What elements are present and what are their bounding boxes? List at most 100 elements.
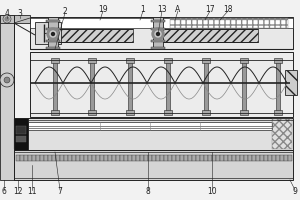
Bar	[276, 60, 280, 113]
Bar	[72, 155, 76, 161]
Text: 12: 12	[13, 188, 23, 196]
Bar	[280, 155, 284, 161]
Circle shape	[52, 32, 55, 36]
Bar	[46, 47, 60, 49]
Text: 10: 10	[207, 188, 217, 196]
Bar	[180, 155, 184, 161]
Bar	[202, 58, 210, 63]
Text: 11: 11	[27, 188, 37, 196]
Bar	[88, 58, 96, 63]
Bar	[268, 155, 272, 161]
Circle shape	[152, 28, 164, 40]
Text: 19: 19	[98, 4, 108, 14]
Bar	[14, 150, 293, 180]
Bar	[166, 60, 170, 113]
Circle shape	[157, 32, 160, 36]
Bar	[53, 29, 133, 42]
Bar	[56, 155, 60, 161]
Bar	[176, 155, 180, 161]
Bar	[68, 155, 72, 161]
Bar	[30, 52, 293, 117]
Bar	[156, 155, 160, 161]
Bar	[151, 40, 165, 42]
Bar	[16, 136, 26, 142]
Bar	[36, 155, 40, 161]
Bar	[51, 58, 59, 63]
Bar	[51, 110, 59, 115]
Bar	[164, 58, 172, 63]
Bar	[188, 155, 192, 161]
Circle shape	[47, 28, 59, 40]
Bar	[240, 110, 248, 115]
Text: 9: 9	[292, 188, 297, 196]
Bar	[64, 155, 68, 161]
Bar	[84, 155, 88, 161]
Text: 7: 7	[58, 188, 62, 196]
Bar	[60, 155, 64, 161]
Bar	[272, 119, 292, 149]
Bar	[128, 60, 132, 113]
Bar	[260, 155, 264, 161]
Bar	[196, 155, 200, 161]
Bar	[96, 155, 100, 161]
Bar	[35, 22, 61, 44]
Text: A: A	[176, 4, 181, 14]
Bar	[240, 155, 244, 161]
Bar	[90, 60, 94, 113]
Bar	[220, 155, 224, 161]
Bar	[126, 58, 134, 63]
Bar	[88, 155, 92, 161]
Bar	[276, 155, 280, 161]
Bar	[48, 17, 58, 49]
Bar	[16, 155, 20, 161]
Bar	[172, 155, 176, 161]
Bar	[40, 155, 44, 161]
Text: 2: 2	[63, 6, 68, 16]
Bar	[284, 155, 288, 161]
Bar	[30, 18, 293, 28]
Bar	[248, 155, 252, 161]
Text: 17: 17	[205, 4, 215, 14]
Bar	[80, 155, 84, 161]
Text: 4: 4	[4, 9, 9, 19]
Bar	[274, 58, 282, 63]
Bar	[153, 17, 163, 49]
Bar	[170, 18, 288, 28]
Bar	[202, 110, 210, 115]
Bar	[164, 110, 172, 115]
Bar	[116, 155, 120, 161]
Bar	[0, 15, 30, 23]
Bar	[200, 155, 204, 161]
Bar	[14, 118, 293, 150]
Bar	[244, 155, 248, 161]
Bar	[28, 122, 272, 130]
Bar	[288, 155, 292, 161]
Bar	[32, 155, 36, 161]
Bar	[140, 155, 144, 161]
Bar	[151, 47, 165, 49]
Bar	[240, 58, 248, 63]
Bar	[228, 155, 232, 161]
Bar	[232, 155, 236, 161]
Bar	[208, 155, 212, 161]
Bar	[168, 155, 172, 161]
Bar	[46, 40, 60, 42]
Bar	[192, 155, 196, 161]
Bar	[128, 155, 132, 161]
Bar	[112, 155, 116, 161]
Bar	[14, 119, 28, 149]
Bar	[264, 155, 268, 161]
Bar	[242, 60, 246, 113]
Bar	[274, 110, 282, 115]
Bar	[132, 155, 136, 161]
Bar	[46, 28, 60, 30]
Bar	[236, 155, 240, 161]
Bar	[120, 155, 124, 161]
Bar	[92, 155, 96, 161]
Bar	[158, 29, 258, 42]
Bar	[28, 155, 32, 161]
Bar	[44, 155, 48, 161]
Text: 13: 13	[157, 4, 167, 14]
Circle shape	[3, 15, 11, 23]
Bar	[46, 20, 60, 22]
